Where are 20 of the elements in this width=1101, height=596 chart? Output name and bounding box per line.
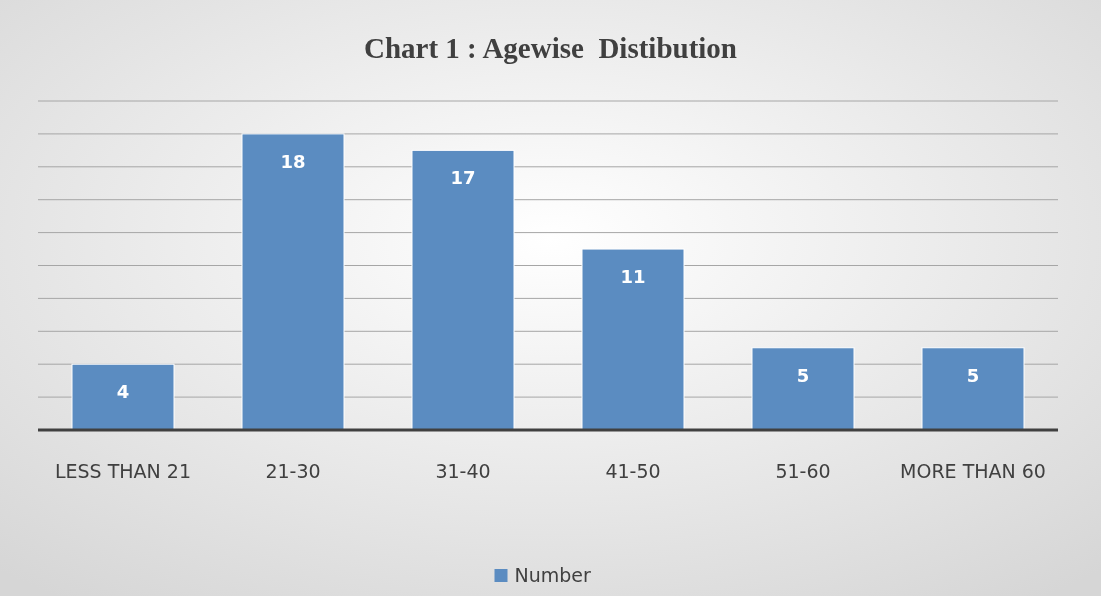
x-tick-label: LESS THAN 21 [54, 460, 192, 482]
bar [921, 347, 1025, 431]
bar [411, 149, 515, 431]
data-label: 5 [796, 364, 810, 386]
chart-title: Chart 1 : Agewise Distibution [364, 32, 737, 64]
bar [581, 248, 685, 431]
x-tick-label: 21-30 [265, 460, 321, 482]
x-tick-label: 41-50 [605, 460, 661, 482]
data-label: 4 [116, 381, 130, 403]
x-tick-label: 31-40 [435, 460, 491, 482]
data-label: 11 [620, 266, 646, 288]
text: Number [514, 564, 592, 586]
data-label: 5 [966, 364, 980, 386]
x-tick-label: 51-60 [775, 460, 831, 482]
data-label: 18 [280, 150, 306, 172]
bar [241, 133, 345, 431]
bar [71, 363, 175, 431]
data-label: 17 [450, 167, 476, 189]
bar [751, 347, 855, 431]
x-tick-label: MORE THAN 60 [900, 460, 1046, 482]
